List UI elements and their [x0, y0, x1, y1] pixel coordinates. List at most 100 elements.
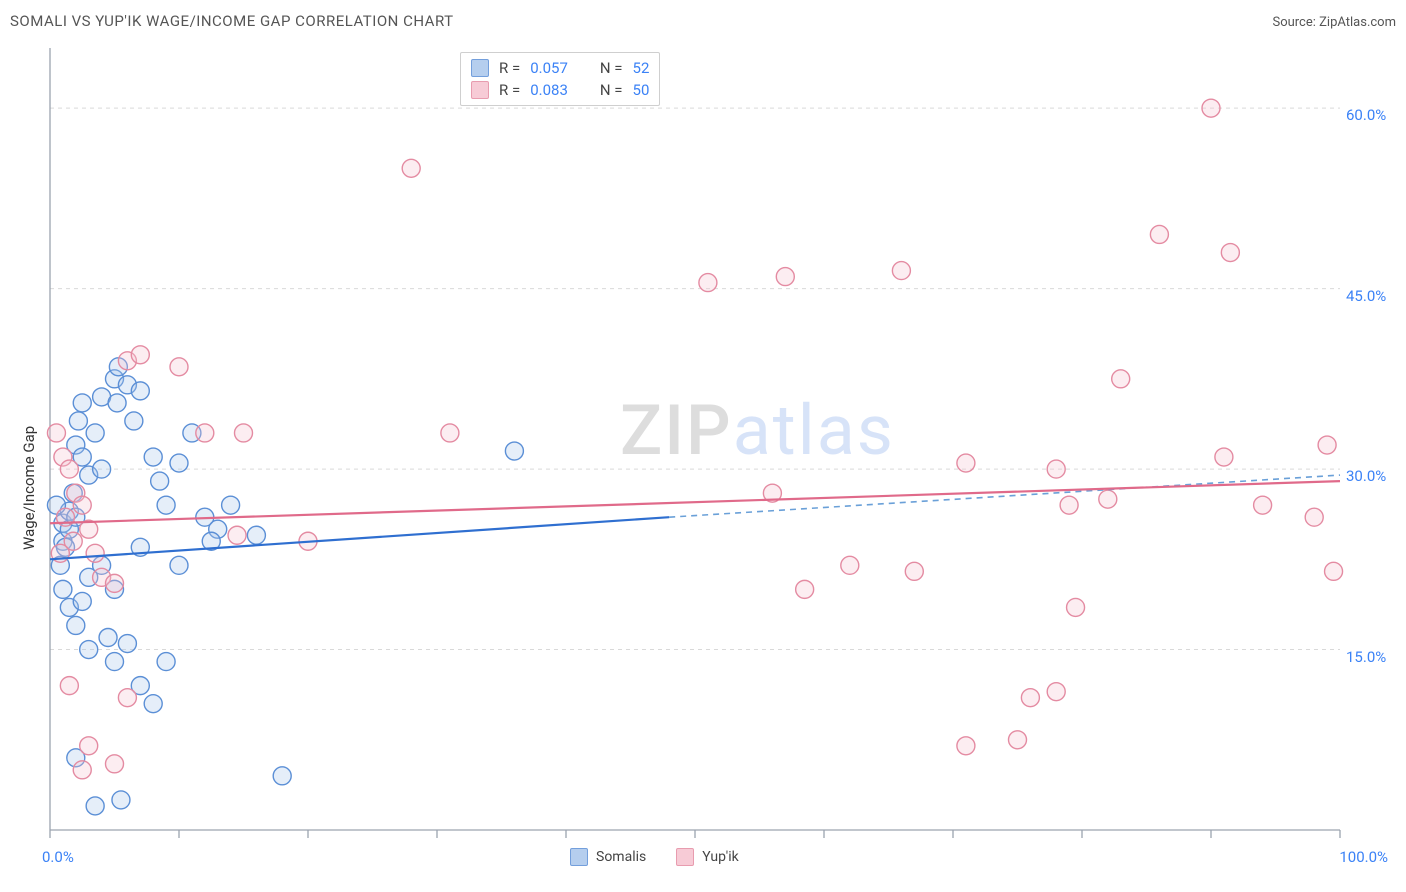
data-point	[60, 677, 78, 695]
data-point	[86, 797, 104, 815]
data-point	[1047, 683, 1065, 701]
data-point	[73, 592, 91, 610]
stats-row: R = 0.083N = 50	[471, 79, 649, 101]
stat-n-label: N =	[600, 59, 623, 77]
header-row: SOMALI VS YUP'IK WAGE/INCOME GAP CORRELA…	[10, 12, 1396, 30]
legend-entry: Yup'ik	[676, 848, 738, 866]
stats-swatch	[471, 81, 489, 99]
data-point	[699, 274, 717, 292]
data-point	[1047, 460, 1065, 478]
data-point	[1009, 731, 1027, 749]
y-tick-label: 45.0%	[1346, 287, 1386, 305]
data-point	[796, 580, 814, 598]
data-point	[1067, 598, 1085, 616]
source-label: Source:	[1272, 15, 1319, 30]
data-point	[106, 653, 124, 671]
stats-row: R = 0.057 N = 52	[471, 57, 649, 79]
data-point	[73, 761, 91, 779]
data-point	[1099, 490, 1117, 508]
y-tick-label: 30.0%	[1346, 467, 1386, 485]
data-point	[106, 574, 124, 592]
data-point	[106, 755, 124, 773]
stat-n-label: N =	[600, 81, 623, 99]
stat-r-value: 0.057	[530, 59, 568, 77]
stat-n-value: 52	[633, 59, 650, 77]
data-point	[1202, 99, 1220, 117]
data-point	[1221, 244, 1239, 262]
legend-label: Yup'ik	[702, 849, 738, 865]
data-point	[1060, 496, 1078, 514]
data-point	[73, 394, 91, 412]
legend-swatch	[676, 848, 694, 866]
stat-r-label: R =	[499, 59, 520, 77]
data-point	[905, 562, 923, 580]
data-point	[73, 496, 91, 514]
data-point	[108, 394, 126, 412]
data-point	[151, 472, 169, 490]
data-point	[196, 424, 214, 442]
data-point	[99, 629, 117, 647]
data-point	[1150, 225, 1168, 243]
stat-n-value: 50	[633, 81, 650, 99]
data-point	[222, 496, 240, 514]
data-point	[505, 442, 523, 460]
data-point	[86, 424, 104, 442]
data-point	[1318, 436, 1336, 454]
data-point	[1305, 508, 1323, 526]
data-point	[144, 695, 162, 713]
data-point	[69, 412, 87, 430]
data-point	[1112, 370, 1130, 388]
data-point	[441, 424, 459, 442]
trend-line	[50, 481, 1340, 523]
data-point	[118, 635, 136, 653]
legend-swatch	[570, 848, 588, 866]
data-point	[47, 424, 65, 442]
legend-bottom: Somalis Yup'ik	[570, 848, 739, 866]
data-point	[170, 454, 188, 472]
data-point	[273, 767, 291, 785]
data-point	[157, 496, 175, 514]
data-point	[402, 159, 420, 177]
data-point	[1254, 496, 1272, 514]
data-point	[170, 556, 188, 574]
legend-label: Somalis	[596, 849, 646, 865]
source-value: ZipAtlas.com	[1319, 15, 1396, 30]
stats-swatch	[471, 59, 489, 77]
data-point	[93, 460, 111, 478]
data-point	[157, 653, 175, 671]
stat-r-value: 0.083	[530, 81, 568, 99]
data-point	[118, 689, 136, 707]
chart-container: Wage/Income Gap ZIPatlas R = 0.057N = 52…	[0, 40, 1406, 892]
source-attribution: Source: ZipAtlas.com	[1272, 15, 1396, 30]
data-point	[86, 544, 104, 562]
data-point	[67, 616, 85, 634]
data-point	[131, 346, 149, 364]
data-point	[1021, 689, 1039, 707]
data-point	[892, 262, 910, 280]
data-point	[957, 737, 975, 755]
x-axis-max-label: 100.0%	[1339, 848, 1388, 866]
data-point	[776, 268, 794, 286]
data-point	[131, 382, 149, 400]
y-tick-label: 60.0%	[1346, 106, 1386, 124]
data-point	[1325, 562, 1343, 580]
correlation-stats-box: R = 0.057 N = 52R = 0.083 N = 50	[460, 52, 660, 106]
legend-entry: Somalis	[570, 848, 646, 866]
data-point	[54, 580, 72, 598]
scatter-chart	[0, 40, 1406, 892]
data-point	[228, 526, 246, 544]
data-point	[957, 454, 975, 472]
data-point	[247, 526, 265, 544]
data-point	[841, 556, 859, 574]
data-point	[170, 358, 188, 376]
data-point	[125, 412, 143, 430]
y-tick-label: 15.0%	[1346, 648, 1386, 666]
chart-title: SOMALI VS YUP'IK WAGE/INCOME GAP CORRELA…	[10, 12, 454, 30]
data-point	[80, 737, 98, 755]
data-point	[144, 448, 162, 466]
data-point	[80, 641, 98, 659]
data-point	[112, 791, 130, 809]
x-axis-min-label: 0.0%	[42, 848, 74, 866]
data-point	[235, 424, 253, 442]
data-point	[1215, 448, 1233, 466]
